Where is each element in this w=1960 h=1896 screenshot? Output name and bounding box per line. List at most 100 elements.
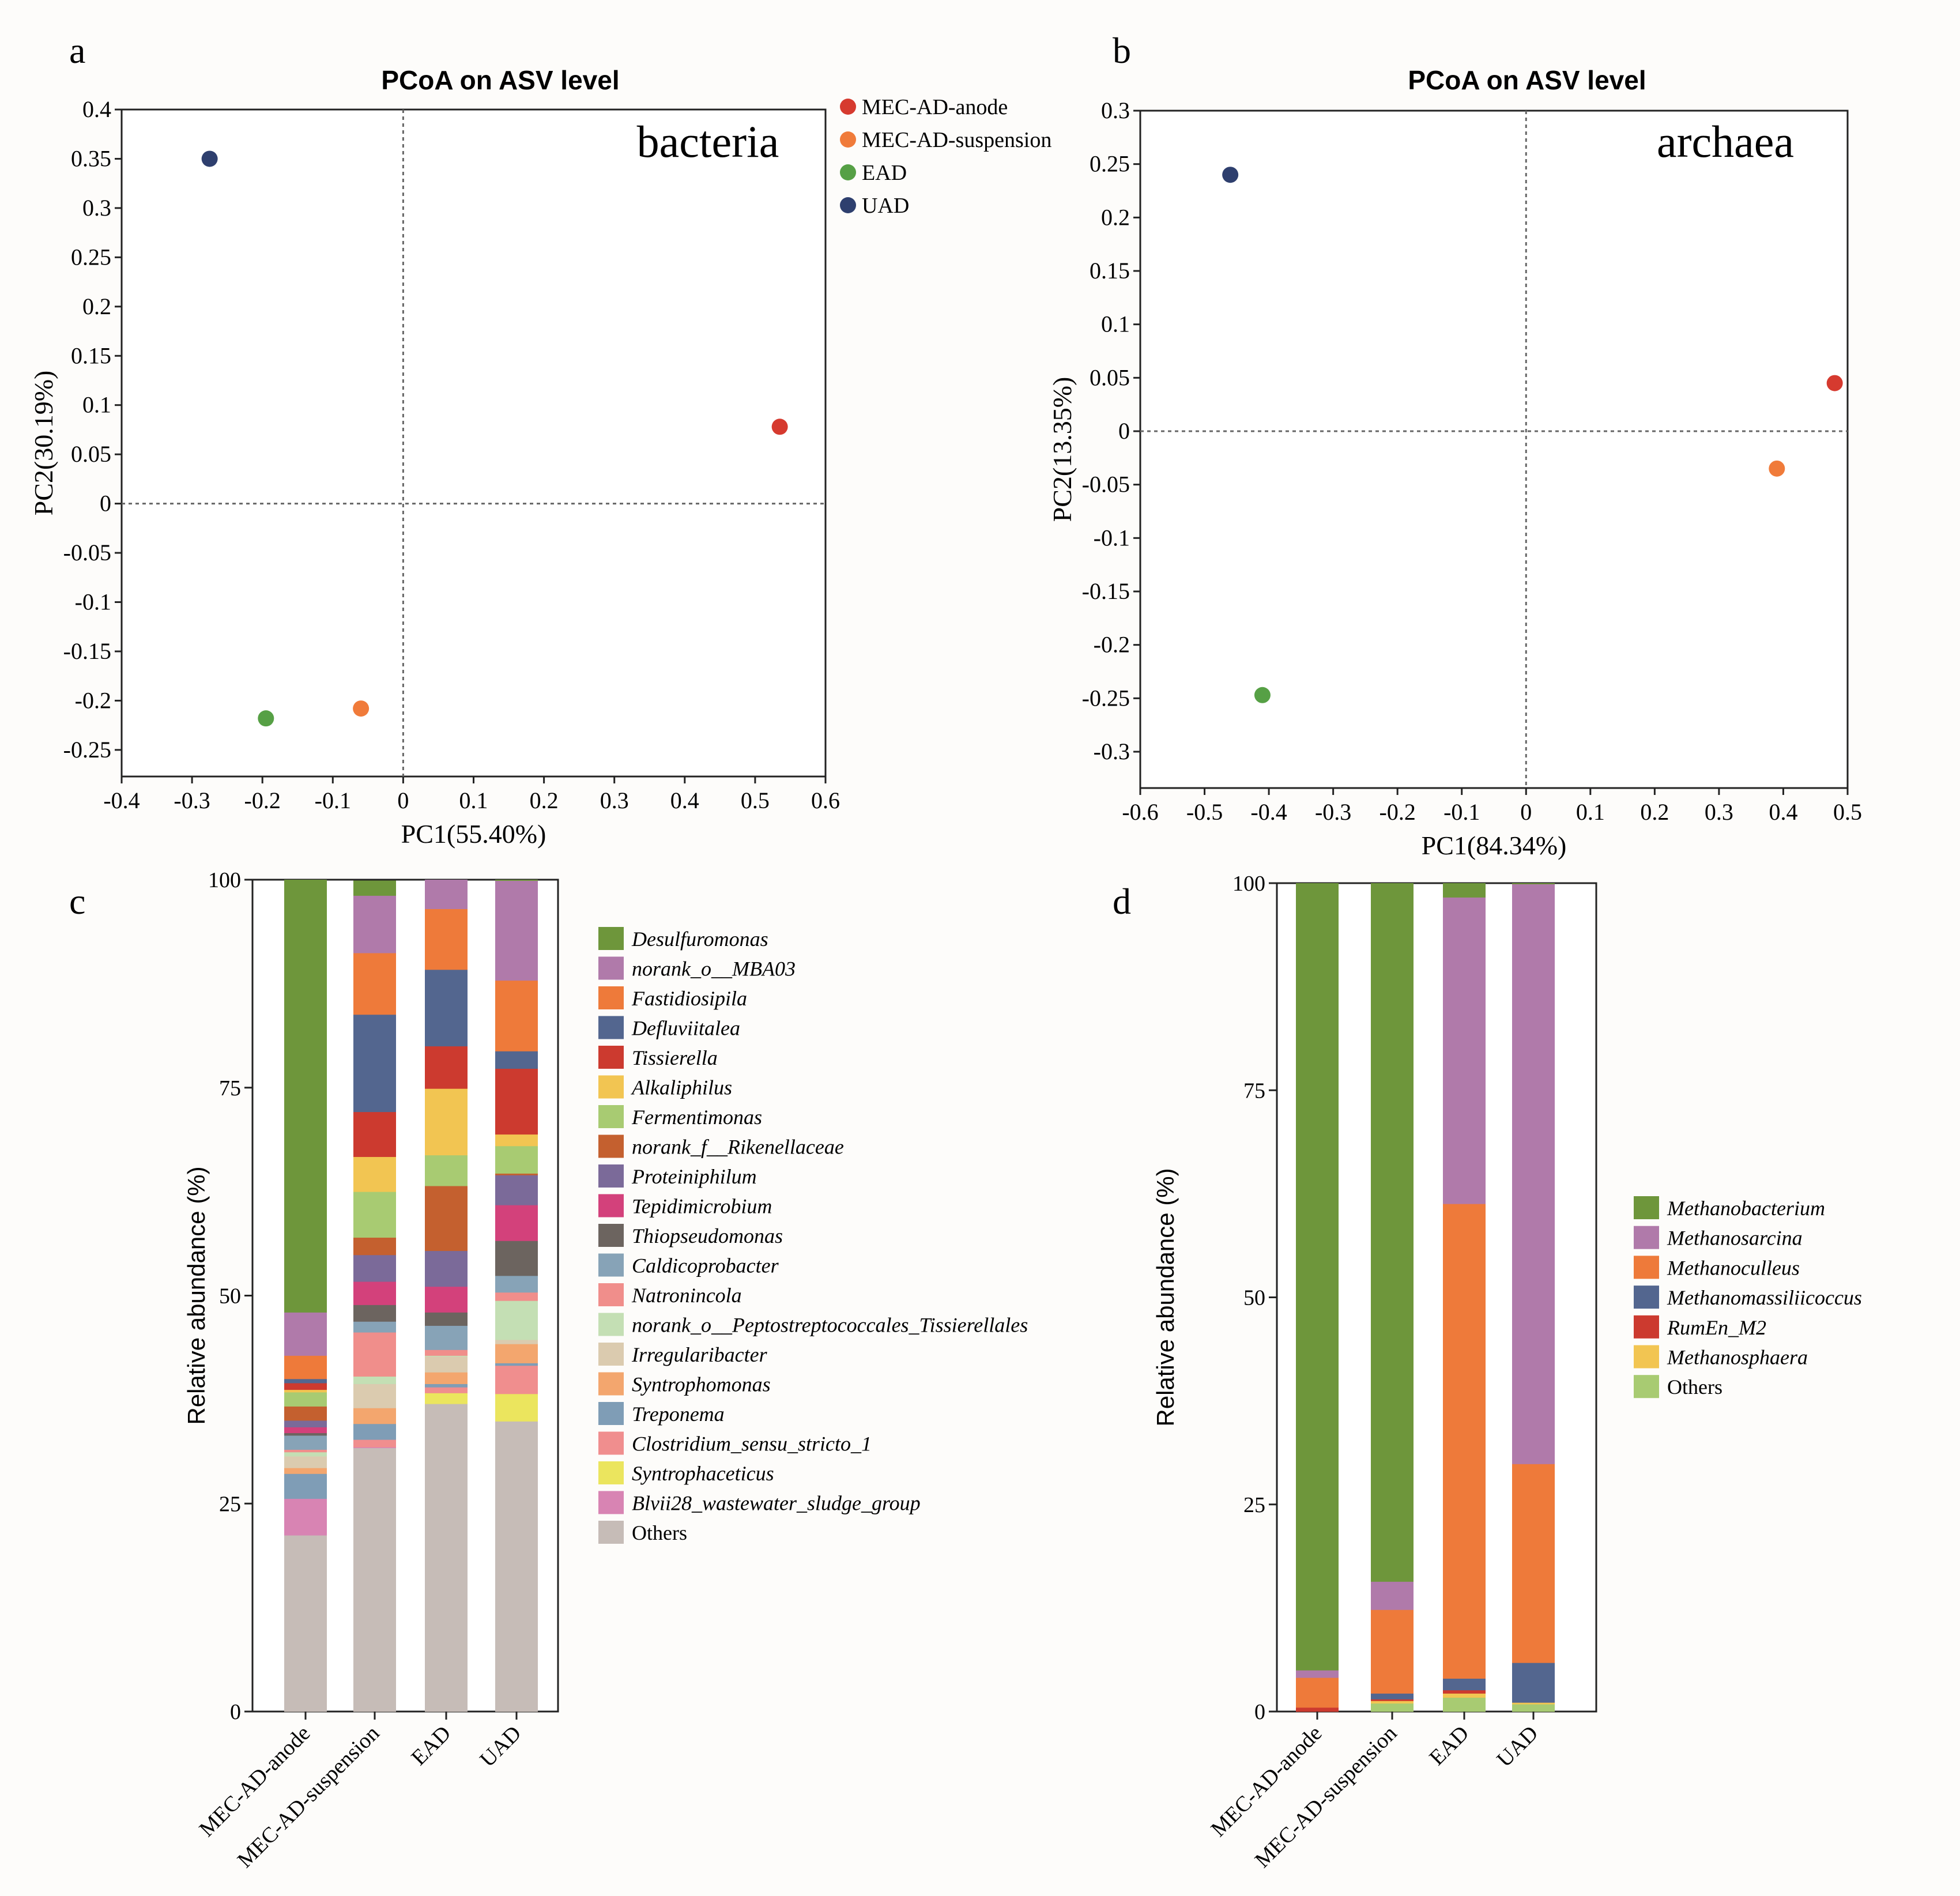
bar-segment-mec-ad-suspension bbox=[353, 1192, 396, 1238]
bar-segment-ead bbox=[1443, 1693, 1486, 1698]
bar-segment-uad bbox=[495, 1275, 538, 1293]
point-ead bbox=[1254, 687, 1271, 703]
y-tick-label: -0.2 bbox=[1094, 632, 1130, 658]
bar-segment-mec-ad-anode bbox=[284, 880, 327, 1313]
bar-segment-ead bbox=[425, 1155, 468, 1186]
bar-segment-uad bbox=[495, 1145, 538, 1174]
legend-label: Tepidimicrobium bbox=[632, 1195, 772, 1218]
y-tick-label: 0.2 bbox=[82, 293, 111, 319]
x-tick-label: 0.3 bbox=[600, 787, 629, 813]
pcoa-bacteria-panel: a PCoA on ASV level -0.4 -0.3 -0.2 -0.1 0 0.1 0.… bbox=[29, 30, 1051, 849]
legend-label: MEC-AD-suspension bbox=[862, 128, 1051, 152]
bar-segment-uad bbox=[495, 1393, 538, 1422]
panel-label: b bbox=[1113, 30, 1131, 71]
bar-segment-ead bbox=[425, 1356, 468, 1373]
bar-segment-mec-ad-suspension bbox=[1371, 1581, 1414, 1610]
legend-swatch bbox=[1634, 1286, 1659, 1309]
bar-segment-mec-ad-anode bbox=[284, 1535, 327, 1712]
bar-segment-uad bbox=[1512, 1704, 1555, 1712]
bar-segment-mec-ad-suspension bbox=[353, 1408, 396, 1424]
legend-label: Clostridium_sensu_stricto_1 bbox=[632, 1433, 872, 1456]
legend-label: Tissierella bbox=[632, 1046, 718, 1069]
bar-segment-mec-ad-anode bbox=[284, 1433, 327, 1436]
bar-segment-mec-ad-suspension bbox=[353, 1305, 396, 1322]
x-tick-label: -0.1 bbox=[315, 787, 351, 813]
legend-swatch bbox=[598, 986, 624, 1009]
legend-swatch bbox=[598, 1046, 624, 1069]
x-tick-label: -0.6 bbox=[1122, 799, 1158, 825]
y-tick-label: 75 bbox=[219, 1076, 241, 1100]
x-tick-label: -0.1 bbox=[1443, 799, 1480, 825]
bar-segment-ead bbox=[425, 1325, 468, 1350]
y-tick-label: 50 bbox=[219, 1284, 241, 1309]
y-tick-label: -0.2 bbox=[75, 687, 111, 713]
bar-segment-uad bbox=[1512, 884, 1555, 1464]
legend-swatch bbox=[598, 927, 624, 950]
legend-swatch bbox=[598, 956, 624, 980]
legend-label: Caldicoprobacter bbox=[632, 1254, 779, 1277]
bar-segment-mec-ad-anode bbox=[284, 1355, 327, 1379]
legend-label: Defluviitalea bbox=[631, 1017, 740, 1040]
y-tick-label: -0.05 bbox=[1082, 472, 1130, 497]
legend-label: Proteiniphilum bbox=[631, 1165, 757, 1188]
y-axis-label: Relative abundance (%) bbox=[1152, 1168, 1179, 1426]
legend-swatch bbox=[598, 1431, 624, 1455]
legend-swatch bbox=[598, 1105, 624, 1128]
legend-swatch bbox=[598, 1402, 624, 1425]
bar-segment-mec-ad-anode bbox=[1296, 883, 1339, 1671]
y-tick-label: 0 bbox=[100, 491, 111, 517]
legend-label: Methanosarcina bbox=[1667, 1227, 1803, 1250]
y-tick-label: 0 bbox=[230, 1700, 241, 1724]
bar-segment-mec-ad-suspension bbox=[1371, 1699, 1414, 1701]
bar-segment-uad bbox=[495, 1175, 538, 1205]
y-tick-label: 0.1 bbox=[1101, 311, 1130, 337]
bar-segment-mec-ad-anode bbox=[284, 1498, 327, 1536]
panel-label: a bbox=[69, 30, 85, 71]
y-tick-label: 0.2 bbox=[1101, 204, 1130, 230]
legend-label: RumEn_M2 bbox=[1667, 1316, 1766, 1339]
y-tick-label: -0.25 bbox=[1082, 685, 1130, 711]
bar-segment-ead bbox=[425, 1384, 468, 1388]
y-tick-label: -0.1 bbox=[75, 589, 111, 615]
bar-segment-mec-ad-anode bbox=[284, 1378, 327, 1384]
bar-segment-ead bbox=[425, 1404, 468, 1712]
legend-label: Alkaliphilus bbox=[631, 1076, 732, 1099]
legend-marker bbox=[840, 164, 856, 180]
bar-segment-mec-ad-anode bbox=[284, 1452, 327, 1457]
bar-segment-uad bbox=[1512, 883, 1555, 884]
legend-label: norank_o__MBA03 bbox=[632, 958, 796, 981]
x-tick-label: -0.4 bbox=[103, 787, 140, 813]
legend-label: Methanomassiliicoccus bbox=[1667, 1286, 1862, 1309]
bar-segment-uad bbox=[495, 880, 538, 881]
y-tick-label: 100 bbox=[1232, 872, 1265, 896]
bar-segment-mec-ad-suspension bbox=[353, 1014, 396, 1113]
legend-swatch bbox=[1634, 1226, 1659, 1249]
bar-segment-mec-ad-suspension bbox=[1371, 1701, 1414, 1704]
bar-segment-mec-ad-anode bbox=[1296, 1678, 1339, 1708]
bar-segment-mec-ad-anode bbox=[1296, 1670, 1339, 1678]
legend-swatch bbox=[598, 1075, 624, 1099]
legend-label: Others bbox=[632, 1521, 687, 1544]
bar-segment-mec-ad-suspension bbox=[353, 1332, 396, 1377]
y-tick-label: -0.25 bbox=[63, 737, 111, 763]
bar-segment-mec-ad-suspension bbox=[1371, 1609, 1414, 1694]
legend-marker bbox=[840, 99, 856, 115]
x-tick-label: -0.3 bbox=[174, 787, 210, 813]
bar-segment-ead bbox=[425, 1387, 468, 1393]
bar-segment-ead bbox=[425, 1186, 468, 1252]
bar-segment-mec-ad-anode bbox=[284, 1406, 327, 1421]
bar-segment-ead bbox=[1443, 1690, 1486, 1694]
pcoa-archaea-panel: b PCoA on ASV level -0.6 -0.5 -0.4 -0.3 -0.2 -0… bbox=[1047, 30, 1862, 860]
point-mec-ad-suspension bbox=[1769, 460, 1785, 477]
y-tick-label: 0.25 bbox=[1090, 151, 1130, 177]
group-annotation: bacteria bbox=[637, 116, 779, 167]
y-tick-label: 0.15 bbox=[1090, 258, 1130, 284]
bar-segment-mec-ad-suspension bbox=[353, 1156, 396, 1192]
x-tick-label: 0.4 bbox=[1769, 799, 1797, 825]
point-uad bbox=[1222, 167, 1239, 183]
legend-label: Desulfuromonas bbox=[631, 928, 768, 951]
y-tick-label: -0.3 bbox=[1094, 738, 1130, 764]
bar-segment-ead bbox=[425, 880, 468, 910]
x-tick-label: -0.2 bbox=[244, 787, 281, 813]
